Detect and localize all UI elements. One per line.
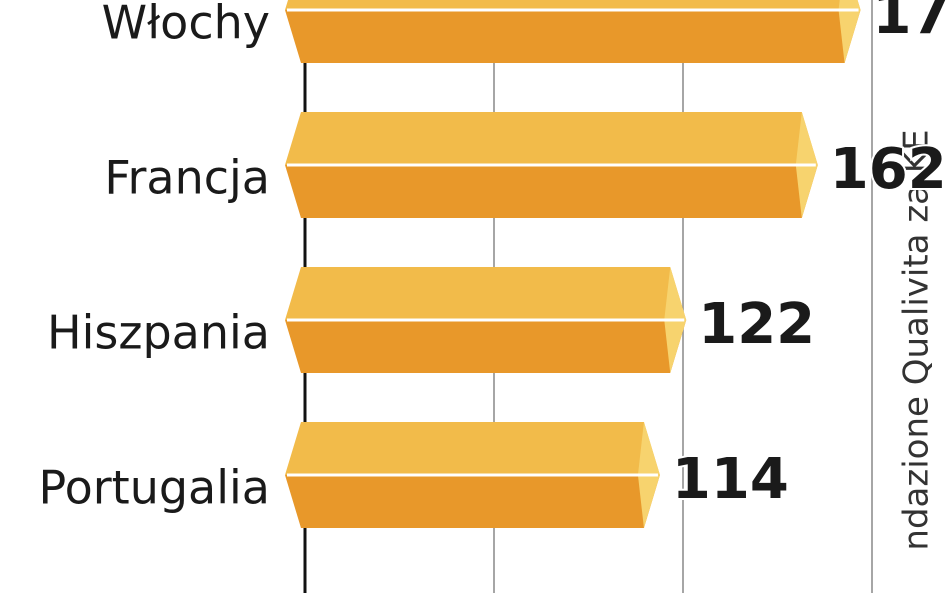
bar-bottom	[285, 10, 861, 63]
bar	[285, 422, 660, 528]
bar-bottom	[285, 475, 660, 528]
bar	[285, 267, 687, 373]
bar	[285, 112, 818, 218]
bar-top	[285, 267, 687, 320]
bar-top	[285, 422, 660, 475]
category-label: Portugalia	[39, 461, 270, 515]
bar-bottom	[285, 165, 818, 218]
bar-end	[838, 0, 861, 63]
bar	[285, 0, 861, 63]
bar-top	[285, 0, 861, 10]
value-label: 162	[830, 137, 947, 202]
bar-bottom	[285, 320, 687, 373]
source: ndazione Qualivita za KE	[897, 129, 937, 550]
value-label: 175	[873, 0, 948, 47]
value-label: 122	[698, 292, 815, 357]
category-label: Włochy	[102, 0, 270, 50]
category-label: Hiszpania	[47, 306, 270, 360]
value-label: 114	[672, 447, 789, 512]
bar-top	[285, 112, 818, 165]
category-label: Francja	[104, 151, 270, 205]
